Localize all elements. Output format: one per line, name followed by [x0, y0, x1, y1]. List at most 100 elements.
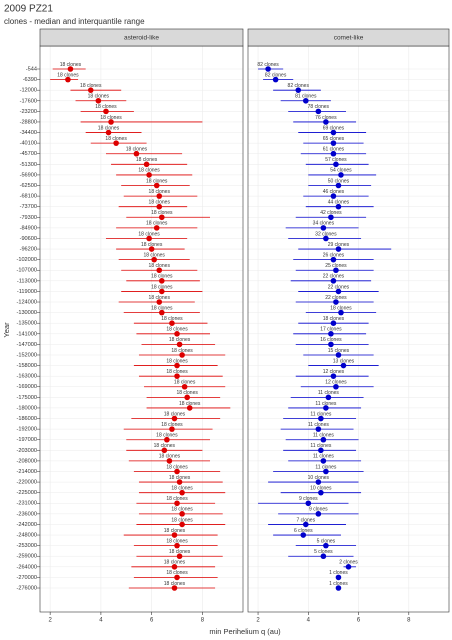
median-dot — [345, 564, 352, 570]
y-tick-label: -208000 — [16, 458, 37, 464]
data-label: 18 clones — [164, 528, 186, 534]
median-dot — [179, 521, 185, 528]
median-dot — [265, 66, 271, 72]
data-label: 18 clones — [166, 358, 188, 364]
data-label: 78 clones — [308, 104, 330, 110]
median-dot — [315, 426, 322, 432]
data-label: 15 clones — [328, 348, 350, 354]
y-tick-label: -17600 — [20, 98, 37, 104]
median-dot — [335, 182, 342, 189]
data-label: 50 clones — [328, 178, 350, 184]
y-tick-label: -147000 — [16, 342, 37, 348]
data-label: 7 clones — [296, 517, 315, 523]
data-label: 6 clones — [294, 528, 313, 534]
median-dot — [174, 574, 180, 581]
median-dot — [318, 489, 324, 496]
y-tick-label: -79300 — [20, 215, 37, 221]
data-label: 18 clones — [146, 221, 168, 227]
median-dot — [272, 76, 279, 83]
data-label: 18 clones — [126, 147, 148, 153]
y-tick-label: -276000 — [16, 585, 37, 591]
median-dot — [325, 394, 332, 401]
data-label: 18 clones — [154, 443, 176, 449]
median-dot — [169, 426, 175, 432]
median-dot — [174, 542, 180, 549]
data-label: 18 clones — [88, 94, 110, 100]
median-dot — [87, 87, 94, 93]
median-dot — [159, 288, 165, 295]
y-tick-label: -264000 — [16, 564, 37, 570]
median-dot — [333, 267, 339, 274]
data-label: 54 clones — [330, 168, 352, 174]
median-dot — [333, 161, 339, 168]
median-dot — [305, 500, 312, 507]
strip-label: asteroid-like — [124, 35, 159, 42]
y-tick-label: -242000 — [16, 522, 37, 528]
median-dot — [143, 161, 150, 168]
median-dot — [156, 203, 163, 210]
data-label: 18 clones — [169, 475, 191, 481]
median-dot — [335, 246, 342, 252]
median-dot — [166, 458, 173, 464]
x-tick-label: 6 — [357, 618, 361, 624]
chart-title: 2009 PZ21 — [4, 4, 53, 15]
median-dot — [333, 299, 339, 305]
median-dot — [176, 479, 183, 485]
median-dot — [302, 97, 309, 104]
data-label: 32 clones — [315, 231, 337, 237]
median-dot — [176, 553, 183, 560]
data-label: 18 clones — [143, 252, 165, 258]
data-label: 11 clones — [313, 433, 335, 439]
median-dot — [323, 542, 329, 549]
median-dot — [335, 288, 342, 295]
y-tick-label: -175000 — [16, 395, 37, 401]
data-label: 18 clones — [100, 115, 122, 121]
data-label: 18 clones — [138, 168, 160, 174]
data-label: 1 clones — [329, 570, 348, 576]
data-label: 22 clones — [325, 295, 347, 301]
data-label: 44 clones — [328, 200, 350, 206]
median-dot — [174, 330, 180, 337]
median-dot — [67, 66, 74, 72]
data-label: 18 clones — [164, 560, 186, 566]
median-dot — [330, 140, 337, 146]
data-label: 18 clones — [156, 433, 178, 439]
data-label: 82 clones — [288, 83, 310, 89]
panel-background — [248, 46, 449, 612]
median-dot — [153, 182, 160, 189]
data-label: 18 clones — [176, 390, 198, 396]
median-dot — [330, 256, 337, 263]
median-dot — [318, 415, 324, 422]
data-label: 65 clones — [323, 136, 345, 142]
data-label: 46 clones — [323, 189, 345, 195]
y-tick-label: -56900 — [20, 172, 37, 178]
data-label: 11 clones — [318, 390, 340, 396]
data-label: 1 clones — [329, 581, 348, 587]
data-label: 18 clones — [57, 72, 79, 78]
median-dot — [335, 352, 342, 358]
data-label: 18 clones — [95, 104, 117, 110]
y-tick-label: -192000 — [16, 427, 37, 433]
data-label: 69 clones — [323, 125, 345, 131]
median-dot — [179, 489, 185, 496]
data-label: 18 clones — [149, 295, 171, 301]
data-label: 18 clones — [164, 411, 186, 417]
median-dot — [176, 341, 183, 348]
data-label: 26 clones — [323, 252, 345, 258]
y-tick-label: -544 — [26, 66, 37, 72]
median-dot — [146, 235, 152, 242]
median-dot — [179, 511, 185, 517]
data-label: 11 clones — [310, 443, 332, 449]
y-tick-label: -236000 — [16, 511, 37, 517]
data-label: 11 clones — [315, 464, 337, 470]
median-dot — [148, 246, 155, 252]
median-dot — [171, 564, 178, 570]
x-tick-label: 2 — [48, 618, 52, 624]
median-dot — [184, 394, 190, 401]
data-label: 18 clones — [171, 507, 193, 513]
median-dot — [328, 341, 334, 348]
y-tick-label: -135000 — [16, 321, 37, 327]
median-dot — [156, 299, 163, 305]
median-dot — [161, 447, 168, 454]
